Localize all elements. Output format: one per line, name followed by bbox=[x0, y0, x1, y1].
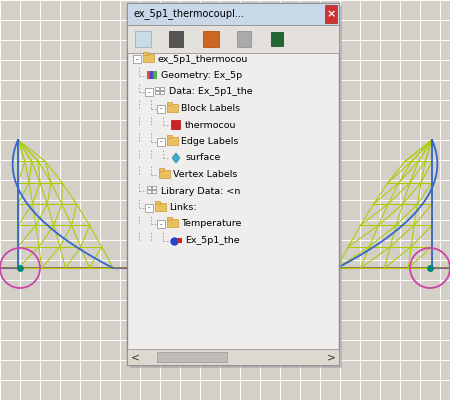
Bar bbox=[160, 91, 164, 94]
Text: surface: surface bbox=[185, 154, 220, 162]
Bar bbox=[153, 70, 157, 78]
Bar bbox=[143, 52, 148, 55]
Bar bbox=[167, 134, 172, 138]
Bar bbox=[159, 168, 164, 170]
Bar bbox=[150, 70, 154, 78]
Text: Geometry: Ex_5p: Geometry: Ex_5p bbox=[161, 71, 242, 80]
Bar bbox=[157, 220, 165, 228]
Bar bbox=[155, 200, 160, 204]
Text: Links:: Links: bbox=[169, 203, 197, 212]
Bar bbox=[145, 204, 153, 212]
Bar bbox=[145, 88, 153, 96]
Bar bbox=[127, 25, 339, 53]
Text: <: < bbox=[130, 352, 140, 362]
Text: Block Labels: Block Labels bbox=[181, 104, 240, 113]
Bar bbox=[167, 217, 172, 220]
Bar bbox=[127, 3, 339, 25]
Text: Library Data: <n: Library Data: <n bbox=[161, 186, 240, 196]
Bar bbox=[133, 55, 141, 63]
Bar bbox=[130, 6, 342, 368]
Text: Vertex Labels: Vertex Labels bbox=[173, 170, 238, 179]
Bar bbox=[167, 104, 178, 112]
Text: Temperature: Temperature bbox=[181, 220, 241, 228]
Text: -: - bbox=[160, 138, 162, 144]
Text: -: - bbox=[160, 221, 162, 227]
Bar bbox=[155, 202, 166, 210]
Bar bbox=[143, 54, 154, 62]
Text: -: - bbox=[160, 106, 162, 112]
Bar bbox=[135, 31, 151, 47]
Bar bbox=[325, 5, 337, 23]
Text: >: > bbox=[327, 352, 335, 362]
Text: Edge Labels: Edge Labels bbox=[181, 137, 238, 146]
Bar bbox=[171, 120, 180, 129]
Bar bbox=[271, 32, 283, 46]
Text: Data: Ex_5p1_the: Data: Ex_5p1_the bbox=[169, 88, 252, 96]
Bar bbox=[147, 186, 151, 189]
Polygon shape bbox=[172, 153, 180, 163]
Bar bbox=[147, 70, 151, 78]
Bar bbox=[127, 349, 339, 365]
Bar bbox=[203, 31, 219, 47]
Text: thermocou: thermocou bbox=[185, 120, 237, 130]
Text: ×: × bbox=[326, 9, 336, 19]
Text: -: - bbox=[148, 89, 150, 95]
Bar bbox=[160, 87, 164, 90]
Bar bbox=[157, 138, 165, 146]
Bar bbox=[152, 186, 156, 189]
Bar bbox=[167, 219, 178, 227]
Bar bbox=[155, 87, 159, 90]
Text: ex_5p1_thermocou: ex_5p1_thermocou bbox=[157, 54, 248, 64]
Bar bbox=[157, 104, 165, 112]
Bar bbox=[155, 91, 159, 94]
Bar bbox=[169, 31, 183, 47]
Text: ex_5p1_thermocoupl...: ex_5p1_thermocoupl... bbox=[134, 8, 245, 20]
Text: -: - bbox=[136, 56, 138, 62]
Text: -: - bbox=[148, 204, 150, 210]
Bar bbox=[147, 190, 151, 193]
Text: Ex_5p1_the: Ex_5p1_the bbox=[185, 236, 239, 245]
Bar bbox=[127, 3, 339, 365]
Bar bbox=[167, 136, 178, 144]
Bar bbox=[159, 170, 170, 178]
Bar bbox=[152, 190, 156, 193]
Bar bbox=[157, 352, 227, 362]
Bar bbox=[167, 102, 172, 104]
Bar bbox=[177, 238, 182, 242]
Bar bbox=[237, 31, 251, 47]
